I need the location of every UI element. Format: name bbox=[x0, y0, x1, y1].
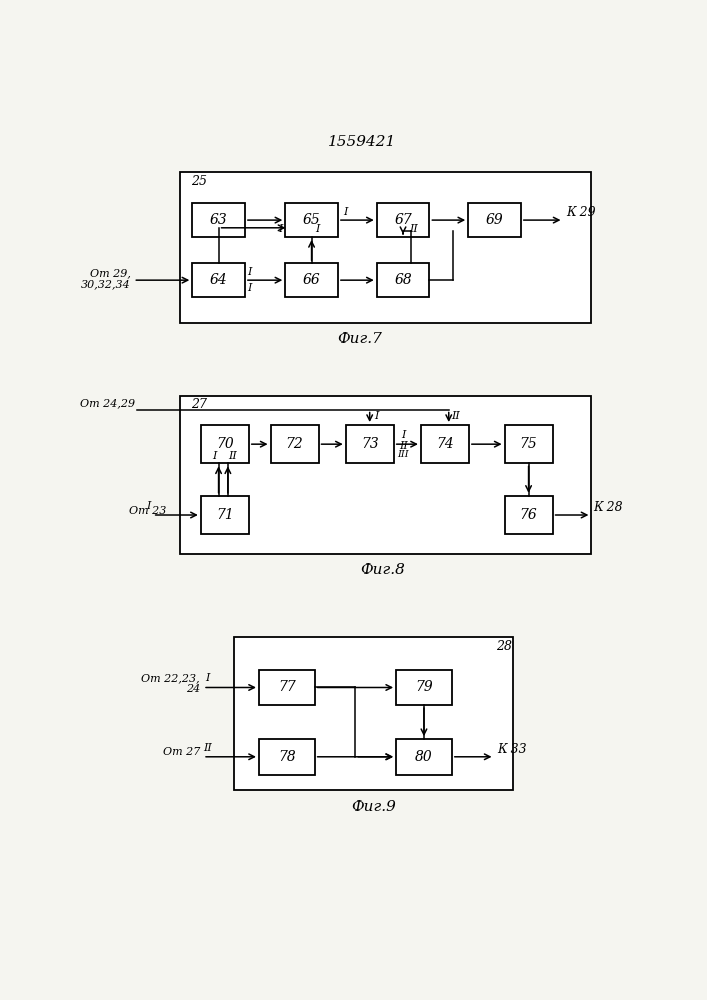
Text: 30,32,34: 30,32,34 bbox=[81, 279, 131, 289]
Bar bbox=[201, 496, 249, 534]
Bar bbox=[285, 263, 338, 297]
Bar bbox=[396, 739, 452, 774]
Text: I: I bbox=[374, 411, 378, 421]
Text: 67: 67 bbox=[394, 213, 412, 227]
Bar bbox=[180, 172, 590, 323]
Text: К 33: К 33 bbox=[497, 743, 527, 756]
Text: II: II bbox=[451, 411, 460, 421]
Text: III: III bbox=[397, 450, 409, 459]
Text: I: I bbox=[247, 267, 252, 277]
Bar bbox=[259, 670, 315, 705]
Text: I: I bbox=[402, 430, 406, 440]
Text: II: II bbox=[409, 224, 419, 234]
Text: 66: 66 bbox=[303, 273, 320, 287]
Text: 69: 69 bbox=[486, 213, 503, 227]
Text: От 27: От 27 bbox=[163, 747, 200, 757]
Bar bbox=[259, 739, 315, 774]
Text: I: I bbox=[278, 224, 282, 234]
Text: 71: 71 bbox=[216, 508, 233, 522]
Text: 72: 72 bbox=[286, 437, 303, 451]
Bar bbox=[505, 496, 553, 534]
Text: От 22,23,: От 22,23, bbox=[141, 673, 200, 683]
Bar bbox=[505, 425, 553, 463]
Bar bbox=[192, 203, 245, 237]
Text: 27: 27 bbox=[191, 398, 206, 411]
Text: I: I bbox=[211, 451, 216, 461]
Text: 80: 80 bbox=[415, 750, 433, 764]
Bar bbox=[377, 203, 429, 237]
Text: II: II bbox=[228, 451, 237, 461]
Bar bbox=[377, 263, 429, 297]
Text: 74: 74 bbox=[436, 437, 454, 451]
Text: От 23: От 23 bbox=[129, 506, 167, 516]
Text: От 24,29: От 24,29 bbox=[80, 398, 135, 408]
Text: I: I bbox=[247, 283, 252, 293]
Text: 24: 24 bbox=[186, 684, 200, 694]
Bar bbox=[180, 396, 590, 554]
Bar bbox=[421, 425, 469, 463]
Text: 75: 75 bbox=[520, 437, 537, 451]
Bar bbox=[201, 425, 249, 463]
Text: I: I bbox=[146, 501, 151, 511]
Text: I: I bbox=[315, 224, 320, 234]
Bar bbox=[468, 203, 521, 237]
Bar bbox=[234, 637, 513, 790]
Text: II: II bbox=[399, 441, 408, 451]
Text: 73: 73 bbox=[361, 437, 378, 451]
Text: К 29: К 29 bbox=[566, 206, 595, 219]
Text: 68: 68 bbox=[394, 273, 412, 287]
Text: 63: 63 bbox=[210, 213, 228, 227]
Text: 79: 79 bbox=[415, 680, 433, 694]
Text: Фиг.9: Фиг.9 bbox=[351, 800, 396, 814]
Text: I: I bbox=[206, 673, 210, 683]
Text: 25: 25 bbox=[191, 175, 206, 188]
Text: 1559421: 1559421 bbox=[328, 135, 396, 149]
Text: 78: 78 bbox=[278, 750, 296, 764]
Bar bbox=[285, 203, 338, 237]
Text: 65: 65 bbox=[303, 213, 320, 227]
Text: II: II bbox=[204, 743, 212, 753]
Bar bbox=[192, 263, 245, 297]
Text: 64: 64 bbox=[210, 273, 228, 287]
Bar bbox=[346, 425, 394, 463]
Text: 28: 28 bbox=[496, 640, 512, 653]
Bar bbox=[271, 425, 319, 463]
Text: От 29,: От 29, bbox=[90, 268, 131, 278]
Text: 76: 76 bbox=[520, 508, 537, 522]
Text: Фиг.8: Фиг.8 bbox=[361, 563, 405, 577]
Bar bbox=[396, 670, 452, 705]
Text: I: I bbox=[344, 207, 348, 217]
Text: К 28: К 28 bbox=[593, 501, 623, 514]
Text: 70: 70 bbox=[216, 437, 233, 451]
Text: 77: 77 bbox=[278, 680, 296, 694]
Text: Фиг.7: Фиг.7 bbox=[337, 332, 382, 346]
